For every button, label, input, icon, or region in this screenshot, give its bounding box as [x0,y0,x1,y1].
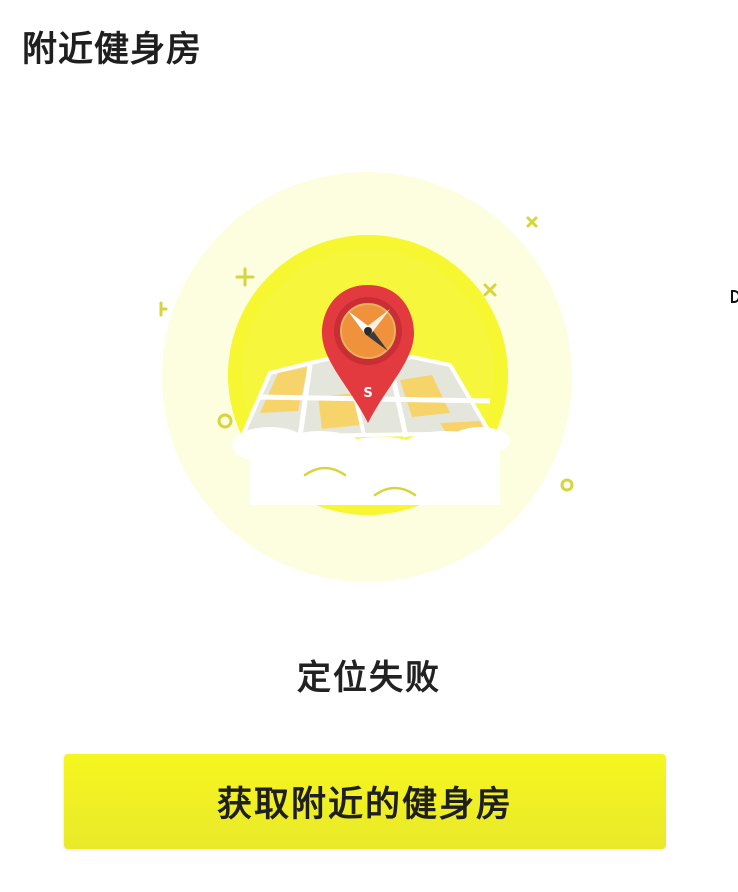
get-nearby-gyms-button[interactable]: 获取附近的健身房 [64,754,666,849]
location-failed-message: 定位失败 [297,658,441,698]
page-title: 附近健身房 [22,30,203,70]
decorative-sparkles [159,216,574,492]
edge-fragment-icon [731,290,738,303]
location-pin-icon: S [322,285,414,423]
location-failed-illustration: S [159,172,574,582]
pin-label: S [363,386,372,401]
clouds [232,427,510,505]
